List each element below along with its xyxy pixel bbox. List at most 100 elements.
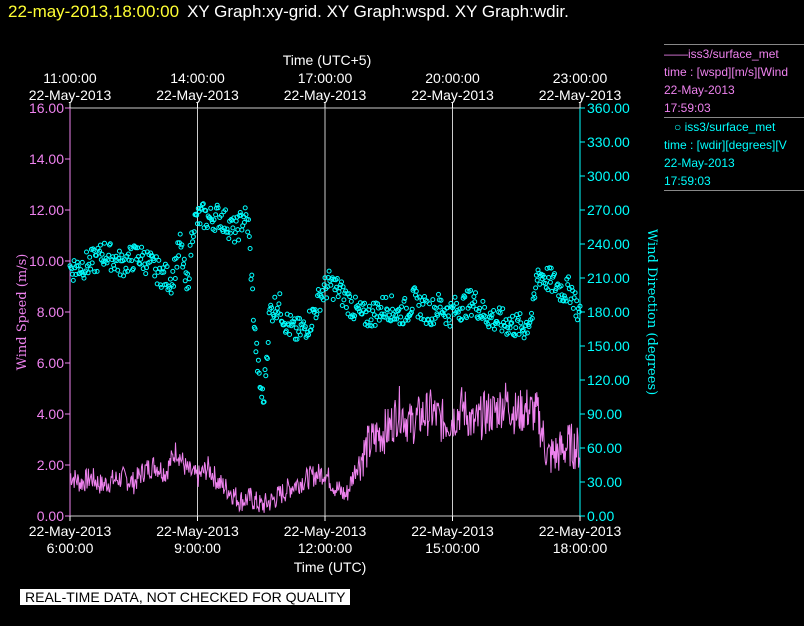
- wdir-point: [322, 275, 328, 281]
- wdir-point: [153, 254, 159, 260]
- wdir-point: [247, 246, 253, 251]
- wdir-point: [126, 257, 132, 263]
- wdir-point: [75, 263, 81, 269]
- wdir-point: [438, 297, 444, 303]
- wdir-point: [468, 312, 474, 318]
- wdir-point: [330, 297, 336, 302]
- wdir-point: [344, 291, 350, 297]
- wdir-point: [138, 256, 144, 262]
- wdir-point: [137, 261, 143, 267]
- wdir-point: [248, 276, 254, 282]
- wdir-point: [442, 314, 448, 319]
- wdir-point: [346, 291, 352, 297]
- wdir-point: [429, 316, 435, 322]
- wdir-point: [503, 317, 509, 323]
- wdir-point: [232, 239, 237, 245]
- wdir-point: [416, 302, 422, 308]
- x-tick-time-top: 14:00:00: [170, 70, 225, 86]
- wdir-point: [203, 208, 209, 214]
- wdir-point: [335, 294, 341, 300]
- wdir-point: [288, 312, 293, 318]
- y-tick-label-left: 2.00: [37, 457, 64, 473]
- x-tick-time-top: 23:00:00: [553, 70, 608, 86]
- legend-wdir-time: 17:59:03: [664, 174, 711, 188]
- wdir-point: [230, 225, 236, 231]
- wdir-point: [518, 320, 524, 326]
- wdir-point: [188, 252, 194, 258]
- wdir-point: [204, 225, 210, 230]
- x-tick-date-top: 22-May-2013: [284, 87, 367, 103]
- wdir-point: [381, 311, 387, 317]
- y-tick-label-right: 30.00: [587, 474, 622, 490]
- wdir-point: [458, 317, 464, 323]
- wdir-point: [403, 305, 409, 311]
- wdir-point: [158, 284, 164, 290]
- y-axis-title-left: Wind Speed (m/s): [15, 254, 30, 371]
- y-tick-label-right: 90.00: [587, 406, 622, 422]
- wdir-point: [402, 296, 408, 301]
- wdir-point: [421, 317, 427, 323]
- x-tick-date-bottom: 22-May-2013: [156, 523, 239, 539]
- wdir-point: [499, 328, 505, 334]
- wdir-point: [116, 248, 122, 254]
- wdir-point: [88, 266, 94, 272]
- wdir-point: [243, 212, 249, 218]
- wdir-point: [557, 297, 563, 303]
- y-tick-label-left: 8.00: [37, 304, 64, 320]
- wdir-point: [552, 271, 557, 277]
- wdir-point: [339, 303, 345, 308]
- wdir-point: [84, 249, 89, 255]
- wdir-point: [233, 218, 239, 224]
- wdir-point: [376, 305, 381, 311]
- x-tick-time-bottom: 9:00:00: [174, 540, 221, 556]
- wdir-point: [259, 394, 265, 400]
- wdir-point: [446, 317, 452, 323]
- wdir-point: [398, 314, 404, 320]
- wdir-point: [428, 322, 434, 328]
- wdir-point: [255, 357, 261, 363]
- wdir-point: [424, 298, 430, 304]
- wdir-point: [264, 356, 270, 361]
- wdir-point: [545, 287, 551, 293]
- wdir-point: [409, 306, 415, 312]
- wdir-point: [179, 242, 185, 248]
- wdir-point: [400, 321, 406, 327]
- wspd-line: [69, 382, 581, 513]
- wdir-point: [558, 283, 564, 289]
- wdir-point: [89, 260, 95, 266]
- wdir-point: [297, 332, 303, 338]
- wdir-point: [250, 317, 256, 323]
- legend: ——iss3/surface_met time : [wspd][m/s][Wi…: [664, 44, 804, 191]
- y-tick-label-right: 180.00: [587, 304, 630, 320]
- wdir-point: [287, 332, 293, 337]
- wdir-point: [225, 229, 231, 235]
- wdir-point: [78, 267, 84, 273]
- legend-wdir-field: time : [wdir][degrees][V: [664, 138, 787, 152]
- wdir-point: [141, 250, 147, 255]
- wdir-point: [516, 331, 522, 337]
- x-tick-date-bottom: 22-May-2013: [284, 523, 367, 539]
- wdir-point: [254, 340, 260, 346]
- wdir-point: [417, 294, 423, 300]
- wdir-point: [513, 325, 519, 331]
- wdir-point: [374, 314, 380, 320]
- wdir-point: [505, 325, 511, 330]
- x-tick-date-top: 22-May-2013: [411, 87, 494, 103]
- wdir-point: [464, 315, 469, 321]
- wdir-point: [249, 272, 255, 278]
- wdir-point: [390, 306, 395, 312]
- y-tick-label-right: 120.00: [587, 372, 630, 388]
- wdir-point: [262, 367, 268, 373]
- x-tick-time-top: 11:00:00: [43, 70, 97, 86]
- timestamp: 22-may-2013,18:00:00: [8, 2, 180, 21]
- wdir-point: [413, 288, 419, 294]
- wdir-point: [341, 297, 347, 303]
- wdir-point: [480, 298, 486, 304]
- wdir-point: [376, 317, 382, 323]
- wdir-point: [324, 295, 330, 301]
- wdir-point: [102, 240, 107, 246]
- wdir-point: [190, 234, 196, 240]
- x-tick-date-bottom: 22-May-2013: [411, 523, 494, 539]
- wdir-point: [175, 240, 181, 246]
- wdir-point: [343, 305, 349, 310]
